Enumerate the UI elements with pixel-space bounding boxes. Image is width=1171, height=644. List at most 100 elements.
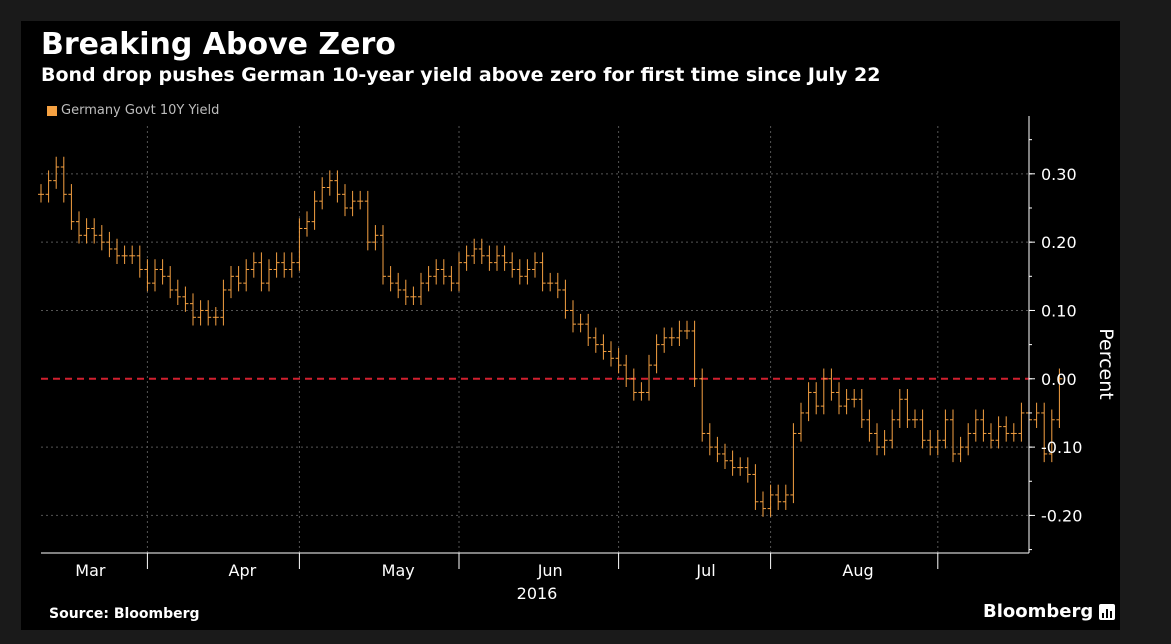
series-point (471, 238, 478, 265)
series-point (433, 259, 440, 285)
series-point (326, 170, 333, 196)
x-tick-label: Apr (229, 561, 257, 580)
series-point (319, 177, 326, 210)
series-point (813, 382, 820, 415)
series-point (562, 279, 569, 319)
series-point (281, 252, 288, 278)
series-point (440, 259, 447, 285)
series-point (1003, 416, 1010, 442)
series-point (752, 464, 759, 510)
series-point (357, 190, 364, 210)
brand-logo: Bloomberg (983, 601, 1116, 622)
y-tick-label: 0.20 (1041, 233, 1077, 252)
series-point (684, 320, 690, 340)
axis-layer: 0.30 0.20 0.10 0.00 -0.10 -0.20 Mar Apr May Jun Ju… (41, 116, 1082, 580)
chart-subtitle: Bond drop pushes German 10-year yield ab… (41, 64, 881, 86)
series-point (965, 423, 972, 456)
series-point (828, 368, 835, 401)
y-tick-label: -0.20 (1041, 506, 1082, 525)
series-point (790, 423, 797, 504)
series-point (258, 252, 265, 292)
series-point (220, 279, 227, 326)
series-point (129, 245, 136, 265)
series-point (448, 266, 455, 292)
series-point (304, 211, 310, 237)
series-point (927, 430, 934, 456)
series-point (668, 327, 675, 346)
series-point (501, 245, 508, 271)
chart-panel: Breaking Above Zero Bond drop pushes Ger… (21, 21, 1120, 630)
series-point (425, 266, 432, 292)
series-point (349, 190, 356, 217)
series-point (273, 252, 280, 278)
series-point (98, 225, 105, 251)
series-point (1010, 423, 1017, 442)
series-point (486, 245, 493, 271)
x-tick-label: Jun (537, 561, 563, 580)
series-point (152, 259, 158, 292)
series-point (1048, 409, 1055, 463)
series-point (851, 389, 858, 408)
series-point (615, 348, 622, 374)
series-point (585, 313, 592, 346)
series-point (972, 409, 979, 442)
series-point (630, 368, 637, 401)
series-point (608, 341, 614, 367)
series-point (228, 266, 234, 299)
series-point (159, 259, 166, 285)
legend-label: Germany Govt 10Y Yield (61, 103, 220, 118)
series-point (463, 245, 470, 271)
series-point (775, 484, 782, 510)
source-note: Source: Bloomberg (49, 606, 200, 622)
series-point (767, 484, 774, 517)
series-point (364, 190, 371, 251)
series-point (494, 245, 500, 271)
series-point (722, 443, 728, 469)
series-point (167, 266, 174, 299)
series-point (1056, 368, 1063, 428)
series-point (623, 354, 630, 387)
series-point (235, 266, 242, 292)
series-point (950, 409, 956, 463)
series-point (843, 389, 850, 415)
series-point (121, 245, 128, 265)
x-tick-label: May (382, 561, 415, 580)
series-point (980, 409, 987, 442)
series-point (380, 225, 386, 285)
series-point (1033, 402, 1040, 428)
x-axis-year-label: 2016 (517, 584, 558, 603)
y-tick-label: -0.10 (1041, 438, 1082, 457)
series-point (53, 156, 60, 189)
series-point (212, 307, 219, 326)
series-point (60, 156, 67, 203)
series-point (478, 238, 485, 265)
series-point (934, 430, 941, 456)
brand-text: Bloomberg (983, 601, 1094, 622)
series-point (402, 279, 409, 305)
series-point (288, 252, 295, 278)
series-point (942, 409, 949, 449)
series-point (205, 300, 212, 326)
series-point (68, 184, 75, 230)
series-point (395, 272, 402, 299)
series-point (805, 382, 812, 422)
series-point (881, 430, 888, 456)
series-point (516, 259, 523, 285)
series-point (296, 218, 303, 271)
series-point (570, 300, 576, 333)
legend: Germany Govt 10Y Yield (47, 103, 219, 118)
series-point (387, 266, 394, 292)
series-point (456, 252, 462, 292)
series-point (737, 457, 744, 476)
y-axis-label: Percent (1095, 328, 1117, 400)
series-point (372, 225, 379, 251)
series-point (76, 211, 82, 244)
series-point (592, 327, 599, 353)
series-point (729, 450, 736, 476)
x-tick-label: Mar (75, 561, 106, 580)
grid-layer (41, 126, 1029, 553)
series-point (957, 436, 964, 463)
series-point (691, 320, 698, 387)
series-point (874, 423, 880, 456)
series-point (136, 245, 143, 278)
